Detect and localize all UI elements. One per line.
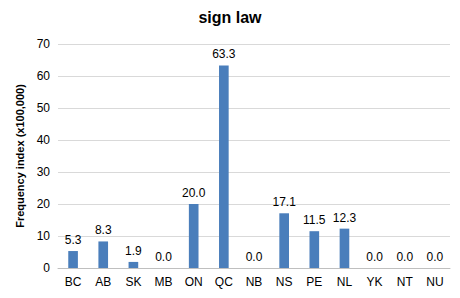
svg-text:sign law: sign law bbox=[198, 9, 262, 26]
svg-text:11.5: 11.5 bbox=[303, 213, 326, 227]
svg-text:5.3: 5.3 bbox=[65, 233, 82, 247]
svg-text:QC: QC bbox=[215, 275, 233, 289]
svg-text:17.1: 17.1 bbox=[272, 195, 296, 209]
svg-text:NL: NL bbox=[337, 275, 353, 289]
svg-text:20.0: 20.0 bbox=[182, 186, 206, 200]
svg-text:ON: ON bbox=[185, 275, 203, 289]
svg-text:MB: MB bbox=[155, 275, 173, 289]
svg-text:20: 20 bbox=[37, 197, 51, 211]
svg-text:40: 40 bbox=[37, 133, 51, 147]
svg-text:12.3: 12.3 bbox=[333, 211, 357, 225]
svg-text:1.9: 1.9 bbox=[125, 244, 142, 258]
svg-text:0.0: 0.0 bbox=[366, 250, 383, 264]
svg-text:8.3: 8.3 bbox=[95, 223, 112, 237]
svg-text:YK: YK bbox=[367, 275, 383, 289]
svg-text:60: 60 bbox=[37, 69, 51, 83]
svg-text:50: 50 bbox=[37, 101, 51, 115]
svg-text:0.0: 0.0 bbox=[246, 250, 263, 264]
svg-text:NT: NT bbox=[397, 275, 414, 289]
svg-text:BC: BC bbox=[65, 275, 82, 289]
svg-text:NB: NB bbox=[246, 275, 263, 289]
svg-text:PE: PE bbox=[306, 275, 322, 289]
svg-text:NU: NU bbox=[426, 275, 443, 289]
svg-text:0.0: 0.0 bbox=[427, 250, 444, 264]
svg-text:0.0: 0.0 bbox=[155, 250, 172, 264]
svg-text:63.3: 63.3 bbox=[212, 47, 236, 61]
svg-text:AB: AB bbox=[95, 275, 111, 289]
svg-text:10: 10 bbox=[37, 229, 51, 243]
svg-text:70: 70 bbox=[37, 37, 51, 51]
svg-text:0: 0 bbox=[43, 261, 50, 275]
svg-text:SK: SK bbox=[125, 275, 141, 289]
svg-text:30: 30 bbox=[37, 165, 51, 179]
svg-text:Frequency index (x100,000): Frequency index (x100,000) bbox=[14, 84, 26, 228]
svg-text:0.0: 0.0 bbox=[396, 250, 413, 264]
svg-text:NS: NS bbox=[276, 275, 293, 289]
